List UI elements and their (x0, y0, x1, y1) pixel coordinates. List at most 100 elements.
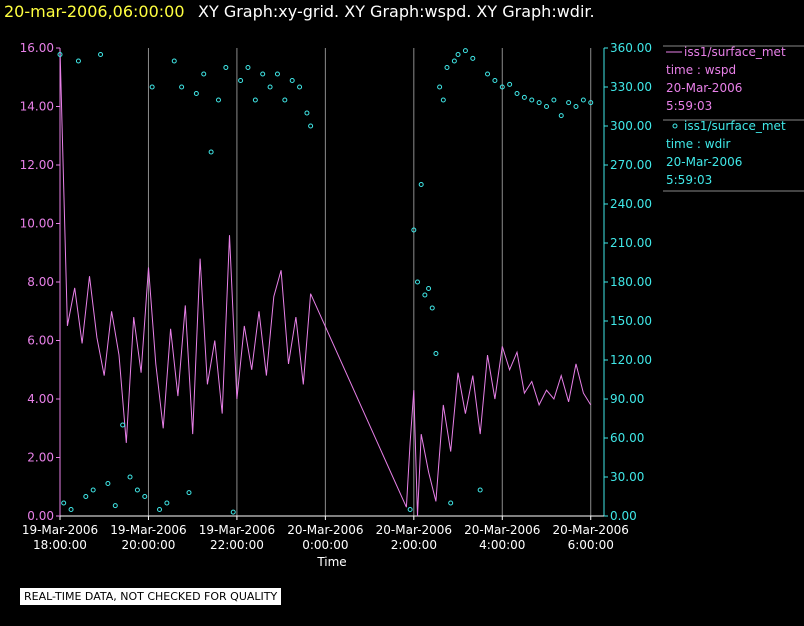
wdir-point (245, 65, 251, 70)
wdir-point (157, 507, 163, 512)
wdir-point (134, 487, 140, 493)
wdir-point (544, 104, 550, 109)
wdir-point (267, 84, 273, 90)
wdir-point (186, 490, 192, 496)
x-tick-label: 19-Mar-2006 18:00:00 (22, 523, 98, 552)
wdir-point (252, 97, 258, 103)
y2-tick-label: 270.00 (610, 158, 652, 172)
wdir-point (83, 494, 89, 499)
legend-detail: 5:59:03 (666, 99, 712, 113)
y2-tick-label: 0.00 (610, 509, 637, 523)
wdir-point (551, 97, 557, 103)
wdir-point (179, 84, 185, 90)
x-tick-label: 19-Mar-2006 20:00:00 (110, 523, 186, 552)
y2-tick-label: 360.00 (610, 41, 652, 55)
y2-tick-label: 150.00 (610, 314, 652, 328)
y-tick-label: 2.00 (27, 451, 54, 465)
y2-tick-label: 300.00 (610, 119, 652, 133)
wdir-point (68, 507, 74, 512)
wdir-point (415, 279, 421, 285)
wdir-point (566, 100, 572, 106)
wdir-point (407, 507, 413, 512)
wdir-point (171, 58, 177, 64)
y2-tick-label: 60.00 (610, 431, 644, 445)
wdir-point (98, 52, 104, 57)
y-tick-label: 14.00 (20, 100, 54, 114)
wdir-point (142, 494, 148, 499)
wdir-point (573, 104, 579, 109)
y-tick-label: 16.00 (20, 41, 54, 55)
wdir-point (238, 78, 244, 83)
x-tick-label: 20-Mar-2006 6:00:00 (553, 523, 629, 552)
wdir-point (164, 500, 170, 506)
legend-name: iss1/surface_met (684, 119, 786, 133)
wdir-point (127, 474, 133, 480)
y-tick-label: 0.00 (27, 509, 54, 523)
wdir-point (105, 481, 111, 486)
wdir-point (208, 149, 214, 155)
y2-tick-label: 90.00 (610, 392, 644, 406)
y2-tick-label: 120.00 (610, 353, 652, 367)
wdir-point (282, 97, 288, 103)
wdir-point (499, 84, 505, 90)
legend-detail: 20-Mar-2006 (666, 155, 742, 169)
wdir-point (149, 84, 155, 90)
x-tick-label: 20-Mar-2006 2:00:00 (376, 523, 452, 552)
chart: 20-mar-2006,06:00:00 XY Graph:xy-grid. X… (4, 2, 804, 569)
x-tick-label: 19-Mar-2006 22:00:00 (199, 523, 275, 552)
wdir-point (201, 71, 207, 77)
wdir-point (536, 100, 542, 106)
x-tick-label: 20-Mar-2006 4:00:00 (464, 523, 540, 552)
wdir-point (462, 48, 468, 54)
wdir-point (485, 71, 491, 77)
wdir-point (514, 91, 520, 96)
y-tick-label: 10.00 (20, 217, 54, 231)
y2-tick-label: 30.00 (610, 470, 644, 484)
wdir-point (444, 65, 450, 70)
wdir-point (521, 94, 527, 100)
legend-detail: time : wspd (666, 63, 736, 77)
legend-detail: 5:59:03 (666, 173, 712, 187)
wdir-point (297, 84, 303, 90)
wdir-point (193, 91, 199, 96)
wdir-point (90, 487, 96, 493)
wdir-point (437, 84, 443, 90)
y2-tick-label: 180.00 (610, 275, 652, 289)
wdir-point (440, 97, 446, 103)
wdir-point (411, 227, 417, 233)
wdir-point (308, 123, 314, 129)
wdir-point (61, 500, 67, 506)
wdir-point (455, 52, 461, 57)
wdir-point (289, 78, 295, 83)
y-tick-label: 8.00 (27, 275, 54, 289)
y-tick-label: 6.00 (27, 334, 54, 348)
legend-swatch (672, 123, 678, 129)
wdir-point (230, 509, 236, 515)
wdir-point (304, 110, 310, 116)
wspd-line (59, 47, 592, 517)
wdir-point (477, 487, 483, 493)
wdir-point (75, 58, 81, 64)
wdir-point (529, 97, 535, 103)
y-tick-label: 12.00 (20, 158, 54, 172)
wdir-point (507, 81, 513, 87)
wdir-point (451, 58, 457, 64)
y-tick-label: 4.00 (27, 392, 54, 406)
y2-tick-label: 240.00 (610, 197, 652, 211)
wdir-point (418, 182, 424, 187)
y2-tick-label: 330.00 (610, 80, 652, 94)
quality-note: REAL-TIME DATA, NOT CHECKED FOR QUALITY (20, 588, 282, 605)
wdir-point (448, 500, 454, 506)
chart-title: 20-mar-2006,06:00:00 (4, 2, 185, 21)
wdir-point (558, 113, 564, 119)
wdir-point (422, 292, 428, 298)
wdir-point (260, 71, 266, 77)
wdir-point (112, 503, 118, 509)
legend-detail: time : wdir (666, 137, 731, 151)
x-tick-label: 20-Mar-2006 0:00:00 (287, 523, 363, 552)
wdir-point (426, 286, 432, 291)
wdir-point (274, 71, 280, 77)
wdir-point (223, 65, 229, 70)
wdir-point (492, 78, 498, 83)
